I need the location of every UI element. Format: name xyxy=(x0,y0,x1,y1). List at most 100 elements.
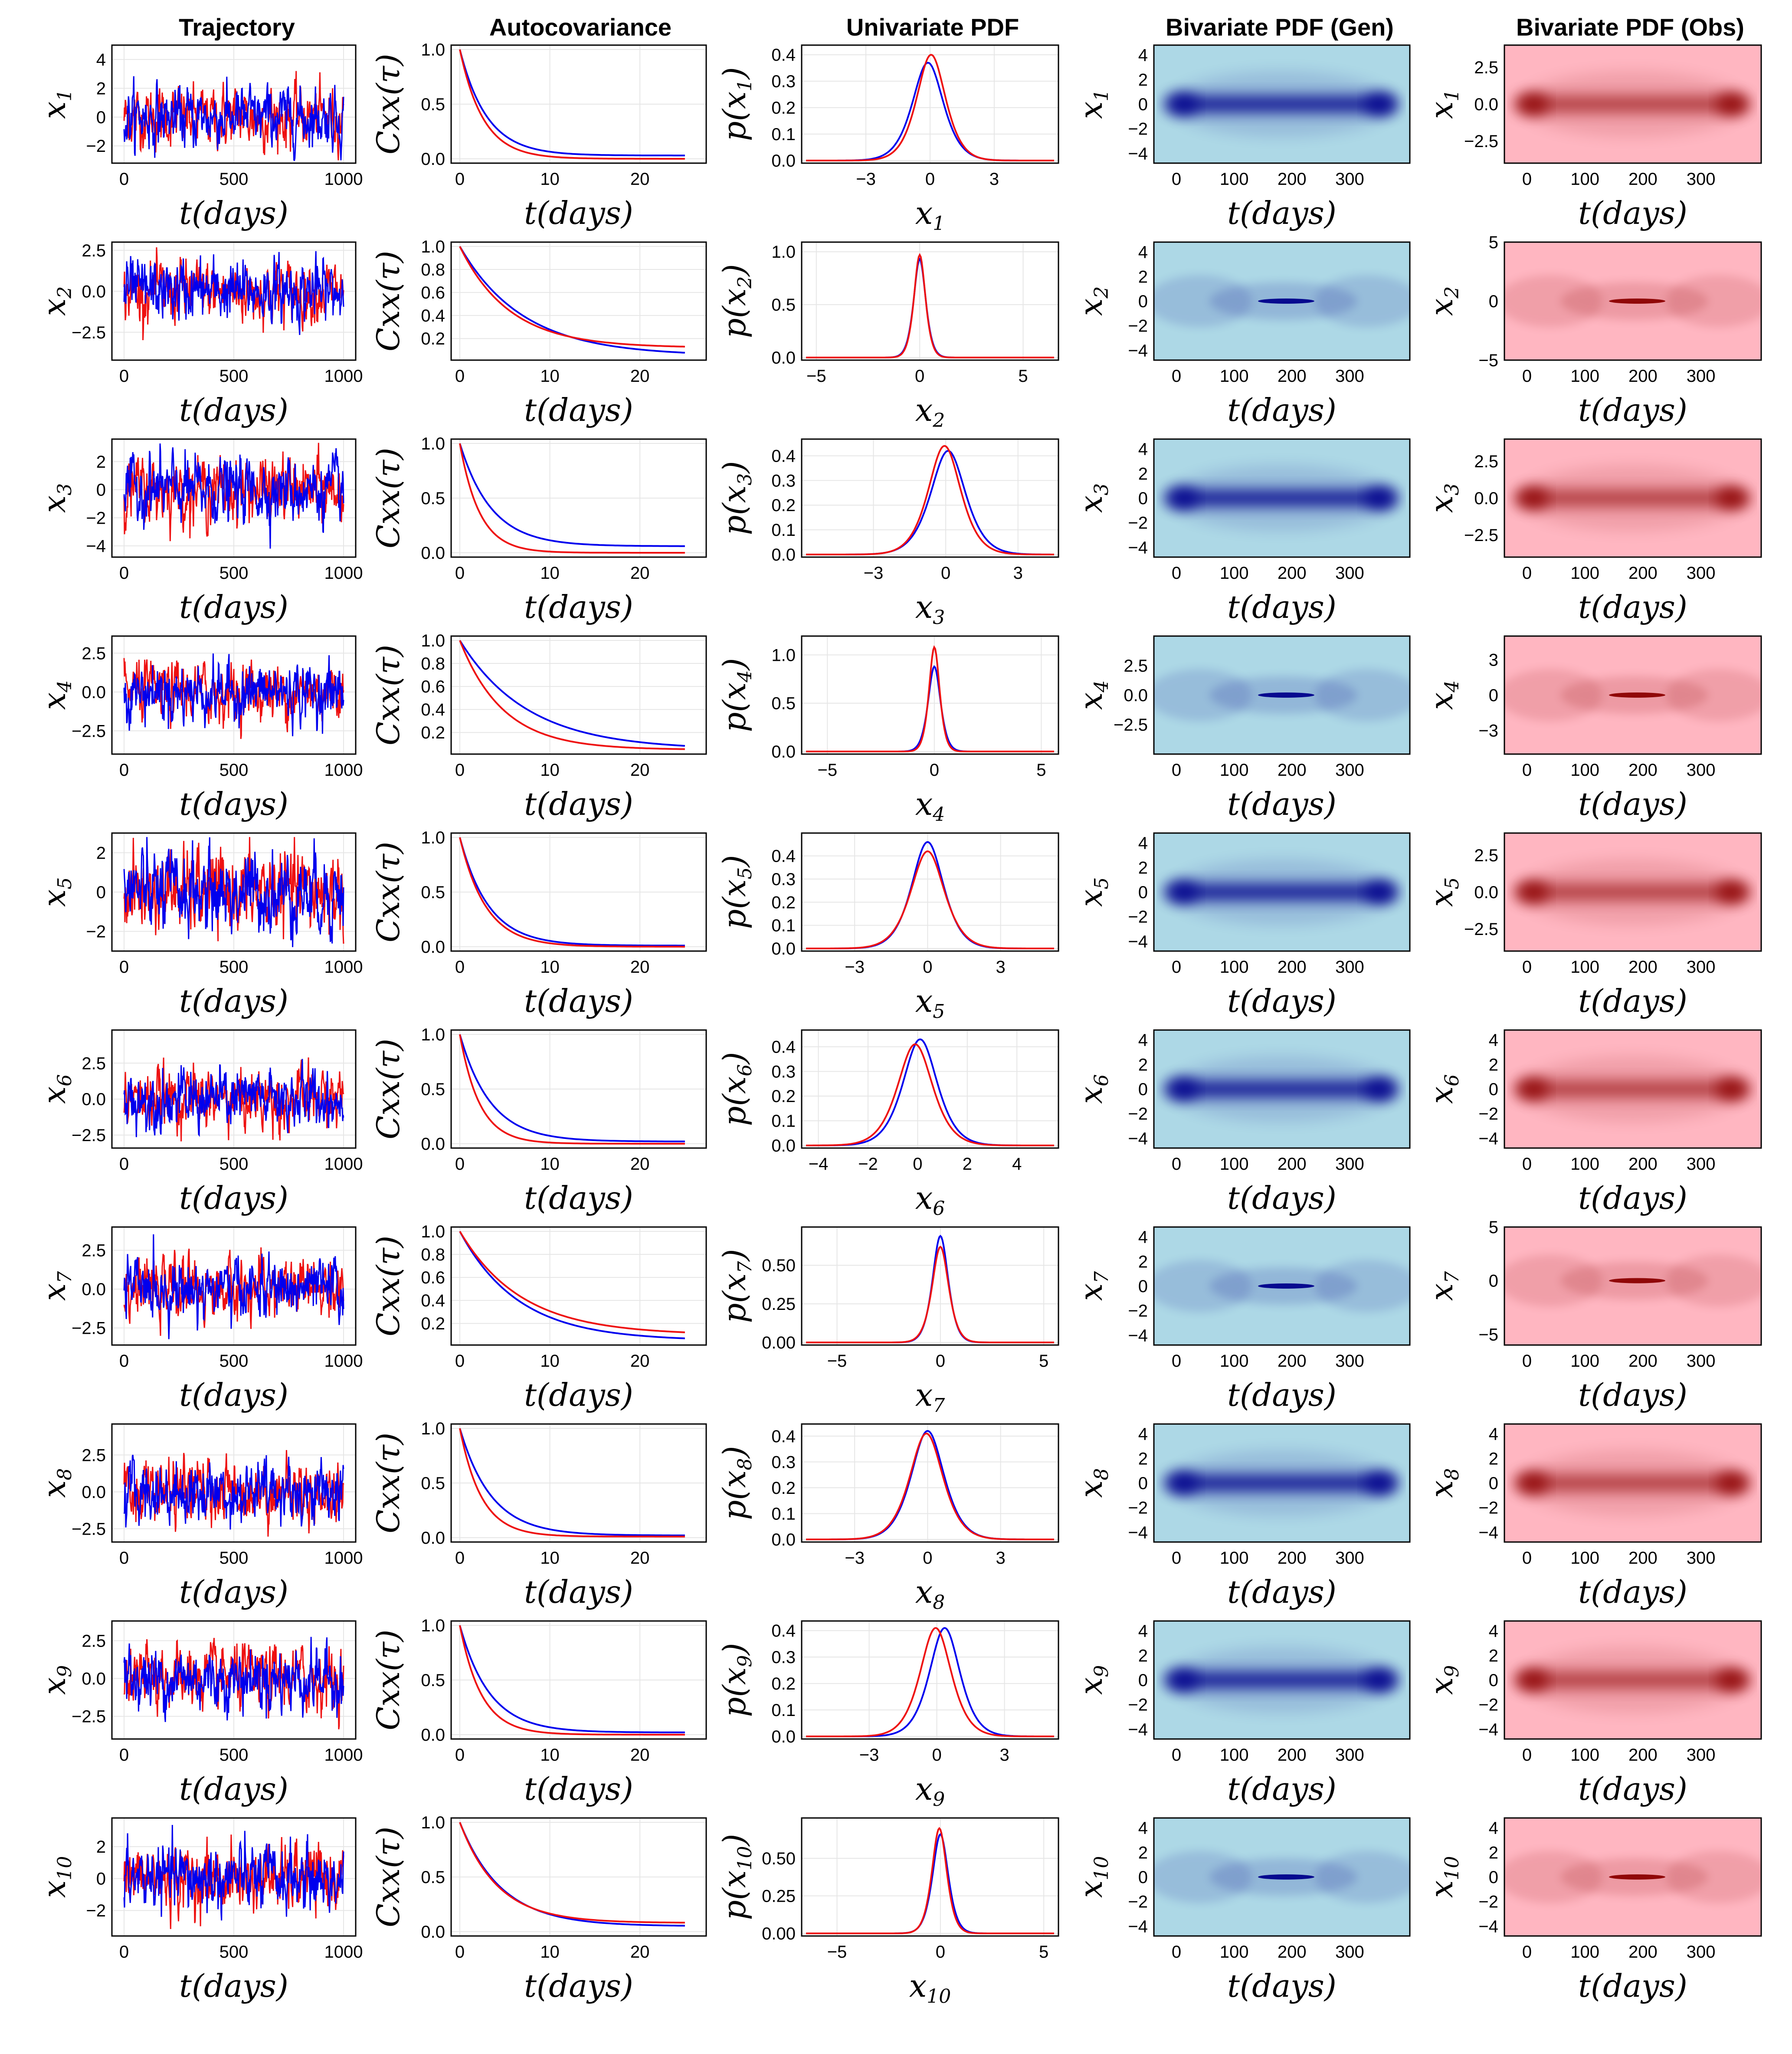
x-tick-label: 20 xyxy=(630,367,650,386)
y-axis-label: x5 xyxy=(1073,877,1113,907)
x-tick-label: 200 xyxy=(1628,1352,1658,1371)
x-tick-label: 300 xyxy=(1687,170,1716,189)
axes-frame xyxy=(801,44,1059,164)
y-tick-label: 2 xyxy=(1138,70,1148,89)
y-tick-label: 0.0 xyxy=(771,1727,796,1746)
column-title-bivariate-gen: Bivariate PDF (Gen) xyxy=(1166,13,1394,41)
x-tick-label: 20 xyxy=(630,564,650,583)
y-tick-label: −2.5 xyxy=(72,323,106,342)
x-tick-label: −3 xyxy=(845,958,865,977)
y-tick-label: 0.3 xyxy=(771,1062,796,1081)
y-tick-label: 2 xyxy=(1138,1252,1148,1271)
y-tick-label: 0.0 xyxy=(82,1280,106,1299)
y-tick-label: 1.0 xyxy=(421,631,445,650)
observed-acf-line xyxy=(459,1428,685,1538)
x-tick-label: 0 xyxy=(119,1942,129,1962)
axes-frame xyxy=(1504,1620,1762,1740)
y-tick-label: 2.5 xyxy=(1474,452,1498,471)
x-tick-label: 300 xyxy=(1335,367,1364,386)
x-tick-label: 0 xyxy=(1172,1746,1181,1765)
y-tick-label: 1.0 xyxy=(421,237,445,256)
axes-frame xyxy=(111,1423,357,1543)
y-tick-label: 0.1 xyxy=(771,1701,796,1720)
density-core xyxy=(1523,489,1743,507)
x-tick-label: 0 xyxy=(455,1549,465,1568)
x-tick-label: 500 xyxy=(219,564,249,583)
y-tick-label: 0.0 xyxy=(421,150,445,169)
x-axis-label: t(days) xyxy=(1578,1771,1687,1807)
heatmap-density xyxy=(1504,1851,1761,1903)
y-tick-label: 2.5 xyxy=(82,644,106,663)
y-tick-label: 2 xyxy=(96,453,106,472)
plot-area xyxy=(802,636,1058,754)
autocovariance-panel-x9: 1.0 0.5 0.0 0 10 20 Cxx(τ) t(days) xyxy=(370,1616,707,1807)
y-tick-label: 1.0 xyxy=(421,434,445,453)
y-tick-label: 0.0 xyxy=(771,939,796,958)
x-tick-label: 1000 xyxy=(324,564,363,583)
x-axis-label: t(days) xyxy=(1578,1968,1687,2004)
x-tick-label: 500 xyxy=(219,1155,249,1174)
density-peak-line xyxy=(1609,1874,1666,1880)
autocovariance-panel-x8: 1.0 0.5 0.0 0 10 20 Cxx(τ) t(days) xyxy=(370,1419,707,1610)
heatmap-density xyxy=(1514,859,1750,925)
observed-acf-line xyxy=(459,443,685,554)
density-end xyxy=(1364,881,1399,903)
y-tick-label: 0.1 xyxy=(771,916,796,935)
density-core xyxy=(1172,1474,1392,1492)
x-tick-label: 0 xyxy=(1172,564,1181,583)
y-tick-label: 0.50 xyxy=(762,1256,796,1275)
column-title-univariate-pdf: Univariate PDF xyxy=(846,13,1019,41)
heatmap-density xyxy=(1163,1056,1399,1122)
density-core xyxy=(1172,883,1392,901)
y-axis-label: x1 xyxy=(36,89,76,119)
y-axis-label: p(x3) xyxy=(716,461,756,535)
x-tick-label: 20 xyxy=(630,1155,650,1174)
bivariate-obs-panel-x6: 4 2 0 −2 −4 0 100 200 300 x6 t(days) xyxy=(1423,1029,1762,1216)
observed-acf-line xyxy=(459,1230,685,1333)
density-peak-line xyxy=(1609,299,1666,304)
x-tick-label: 100 xyxy=(1220,170,1249,189)
y-tick-label: 0.0 xyxy=(771,742,796,761)
x-tick-label: 500 xyxy=(219,1942,249,1962)
y-tick-label: −2.5 xyxy=(1464,132,1498,151)
bivariate-gen-panel-x10: 4 2 0 −2 −4 0 100 200 300 x10 t(days) xyxy=(1073,1817,1411,2004)
x-tick-label: 0 xyxy=(1172,367,1181,386)
y-tick-label: 5 xyxy=(1489,233,1498,252)
y-tick-label: 0 xyxy=(1138,1474,1148,1493)
axes-frame xyxy=(450,1423,707,1543)
x-tick-label: 10 xyxy=(540,1942,560,1962)
y-tick-label: 0.2 xyxy=(421,329,445,348)
y-tick-label: 0 xyxy=(1138,1080,1148,1099)
y-tick-label: 0.2 xyxy=(771,98,796,118)
x-tick-label: 0 xyxy=(941,564,950,583)
plot-area xyxy=(451,1227,706,1345)
y-tick-label: 0.00 xyxy=(762,1333,796,1352)
x-tick-label: 0 xyxy=(119,564,129,583)
x-axis-label: x8 xyxy=(915,1574,945,1614)
y-axis-label: x2 xyxy=(36,286,76,316)
density-core xyxy=(1523,1671,1743,1689)
generated-acf-line xyxy=(459,1231,685,1339)
y-tick-label: −2.5 xyxy=(72,1319,106,1338)
x-tick-label: 5 xyxy=(1039,1352,1048,1371)
y-tick-label: −4 xyxy=(1128,1326,1148,1345)
density-end xyxy=(1163,1669,1199,1691)
x-tick-label: 20 xyxy=(630,761,650,780)
y-tick-label: 2.5 xyxy=(1124,656,1148,676)
column-title-trajectory: Trajectory xyxy=(179,13,295,41)
axes-frame xyxy=(450,1817,707,1937)
bivariate-gen-panel-x8: 4 2 0 −2 −4 0 100 200 300 x8 t(days) xyxy=(1073,1423,1411,1610)
bivariate-obs-panel-x10: 4 2 0 −2 −4 0 100 200 300 x10 t(days) xyxy=(1423,1817,1762,2004)
y-tick-label: 1.0 xyxy=(421,1222,445,1241)
x-tick-label: −5 xyxy=(827,1942,847,1962)
bivariate-gen-panel-x1: 4 2 0 −2 −4 0 100 200 300 x1 t(days) xyxy=(1073,44,1411,231)
plot-area xyxy=(802,242,1058,360)
y-tick-label: 0 xyxy=(96,108,106,127)
generated-trajectory-line xyxy=(123,653,344,736)
y-tick-label: 4 xyxy=(1489,1622,1498,1641)
autocovariance-panel-x10: 1.0 0.5 0.0 0 10 20 Cxx(τ) t(days) xyxy=(370,1813,707,2004)
y-tick-label: 0.0 xyxy=(1474,489,1498,508)
y-axis-label: x8 xyxy=(1423,1468,1463,1498)
y-axis-label: x10 xyxy=(1423,1856,1463,1898)
